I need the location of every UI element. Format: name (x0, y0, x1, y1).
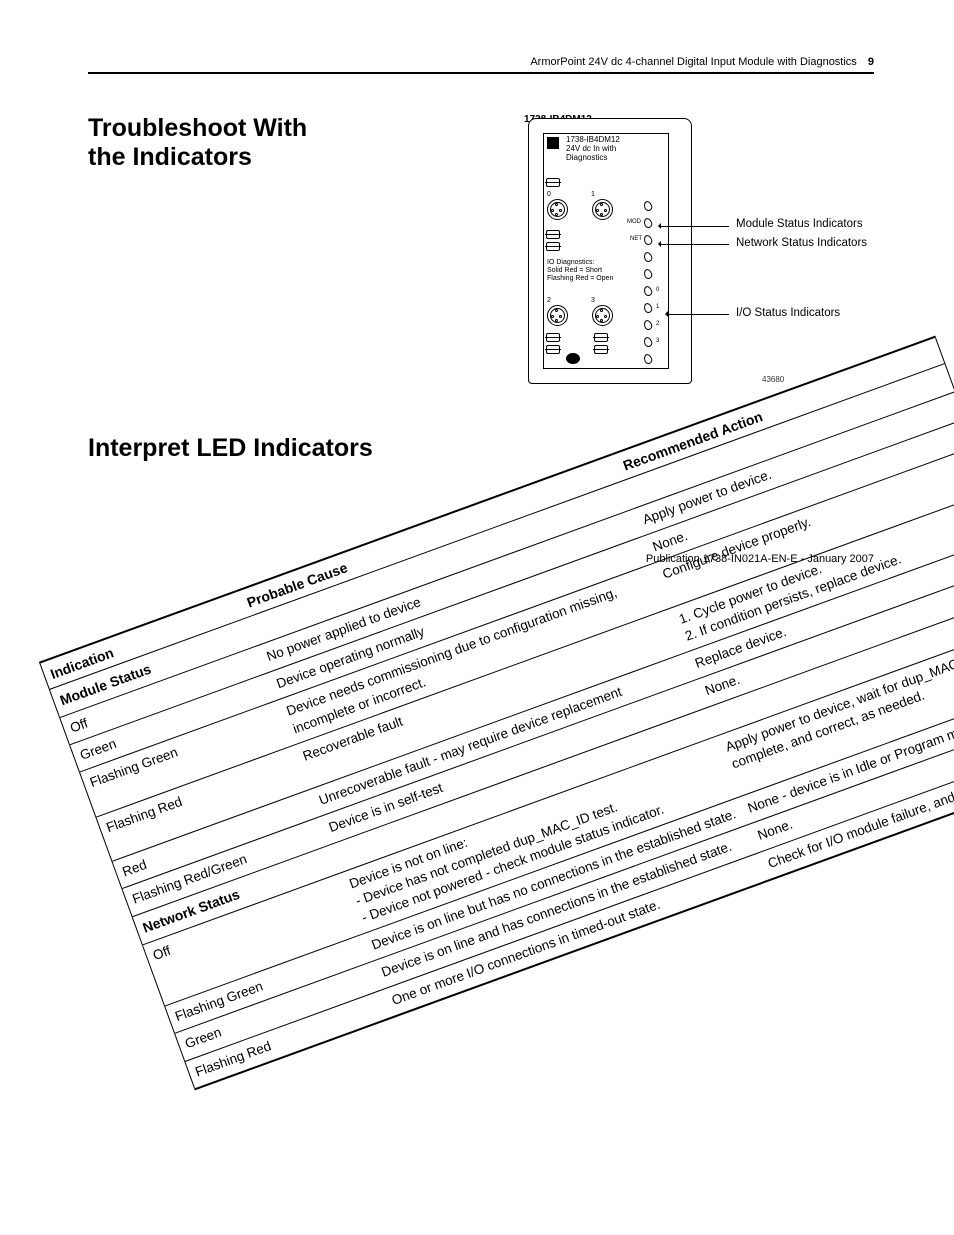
led-indicator (643, 200, 654, 212)
connector-0 (547, 199, 568, 220)
page-number: 9 (868, 56, 874, 68)
page-header: ArmorPoint 24V dc 4-channel Digital Inpu… (88, 56, 874, 74)
led-indicator (643, 353, 654, 365)
callout-network-status: Network Status Indicators (736, 237, 867, 249)
led-io-2 (643, 319, 654, 331)
module-diagram: 1738-IB4DM12 1738-IB4DM12 24V dc In with… (338, 114, 874, 384)
module-outline: 1738-IB4DM12 24V dc In with Diagnostics … (528, 118, 692, 384)
module-title-text: 1738-IB4DM12 24V dc In with Diagnostics (544, 134, 668, 164)
diagnostics-legend: IO Diagnostics: Solid Red = Short Flashi… (547, 259, 613, 283)
led-io-3 (643, 336, 654, 348)
led-io-0 (643, 285, 654, 297)
connector-3 (592, 305, 613, 326)
connector-2 (547, 305, 568, 326)
led-indicator (643, 268, 654, 280)
section-title-troubleshoot: Troubleshoot With the Indicators (88, 114, 318, 384)
connector-1 (592, 199, 613, 220)
ab-logo-icon (566, 353, 580, 364)
callout-module-status: Module Status Indicators (736, 218, 863, 230)
troubleshoot-section: Troubleshoot With the Indicators 1738-IB… (88, 114, 874, 384)
led-mod (643, 217, 654, 229)
led-net (643, 234, 654, 246)
callout-io-status: I/O Status Indicators (736, 307, 840, 319)
doc-title: ArmorPoint 24V dc 4-channel Digital Inpu… (530, 56, 857, 68)
diagram-ref-number: 43680 (762, 375, 784, 384)
led-io-1 (643, 302, 654, 314)
led-indicator (643, 251, 654, 263)
